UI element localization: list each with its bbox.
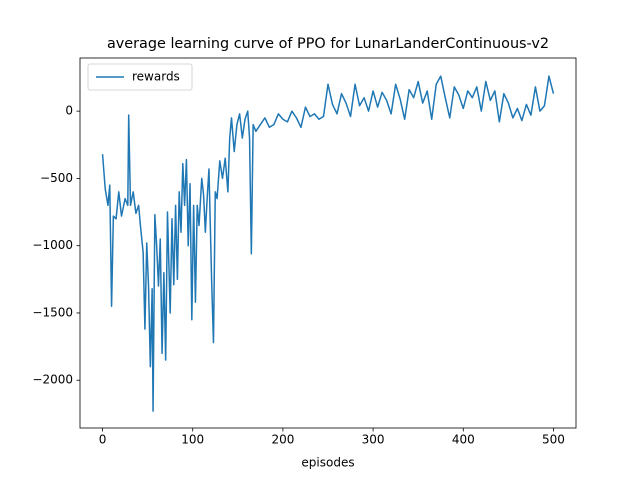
y-tick-label: −1000 <box>32 238 73 252</box>
chart-title: average learning curve of PPO for LunarL… <box>107 36 549 52</box>
legend-box <box>87 63 193 91</box>
x-tick-label: 0 <box>99 433 107 447</box>
x-axis-label: episodes <box>301 456 354 470</box>
x-tick-label: 100 <box>181 433 204 447</box>
x-tick-label: 400 <box>452 433 475 447</box>
y-tick-label: 0 <box>65 104 73 118</box>
y-tick-label: −2000 <box>32 373 73 387</box>
x-tick-label: 500 <box>542 433 565 447</box>
plot-frame <box>79 57 577 429</box>
y-tick-label: −1500 <box>32 305 73 319</box>
line-series <box>101 75 555 412</box>
legend-label: rewards <box>132 70 180 84</box>
x-tick-label: 300 <box>362 433 385 447</box>
y-tick-label: −500 <box>40 171 73 185</box>
x-tick-label: 200 <box>271 433 294 447</box>
